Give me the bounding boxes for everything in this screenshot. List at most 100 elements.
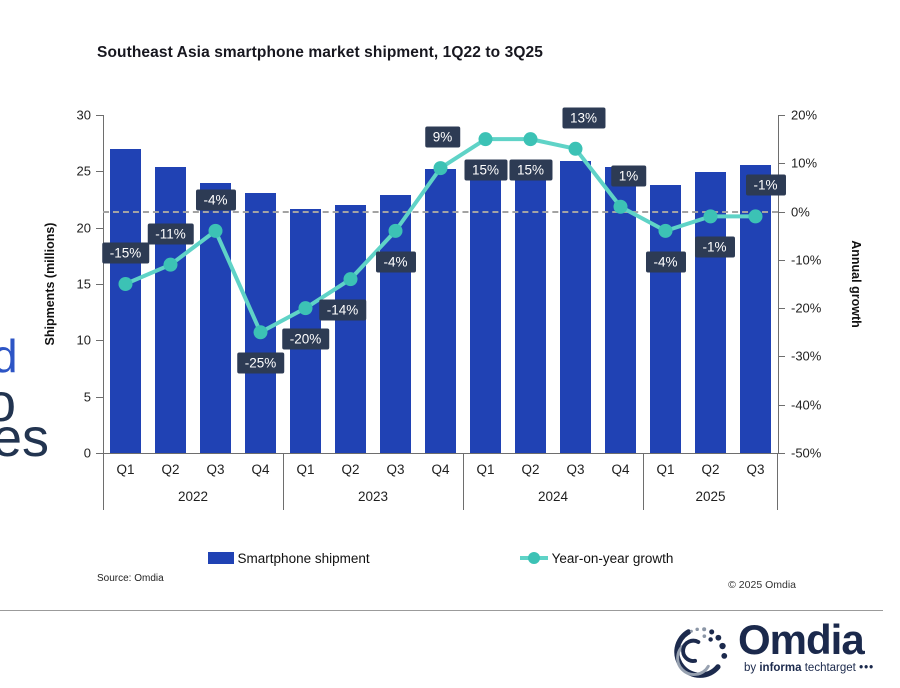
brand-tagline: by informa techtarget ••• <box>744 662 875 674</box>
right-axis-tick-mark <box>778 211 785 213</box>
left-axis-tick-label: 5 <box>83 389 91 405</box>
x-tick-2024-Q1: Q1 <box>476 462 495 477</box>
growth-label-2022-Q2: -11% <box>147 223 194 245</box>
growth-label-2024-Q1: 15% <box>463 159 508 181</box>
year-separator <box>103 453 104 510</box>
line-point-2024-Q2 <box>523 132 538 147</box>
left-axis-tick-mark <box>96 340 103 342</box>
right-axis-tick-label: -50% <box>791 445 822 461</box>
x-tick-2025-Q1: Q1 <box>656 462 675 477</box>
left-axis-tick-label: 10 <box>76 332 91 348</box>
legend-label: Year-on-year growth <box>551 550 674 566</box>
clipped-text-fragment: es <box>0 408 50 468</box>
legend-label: Smartphone shipment <box>237 550 370 566</box>
line-marker-icon <box>519 551 548 565</box>
year-separator <box>643 453 644 510</box>
left-axis-tick-mark <box>96 396 103 398</box>
year-label-2024: 2024 <box>537 489 569 504</box>
year-separator <box>283 453 284 510</box>
bar-2023-Q3 <box>380 194 411 453</box>
line-point-2024-Q3 <box>568 141 583 156</box>
omdia-logo-icon <box>674 627 728 678</box>
growth-label-2025-Q3: -1% <box>745 174 786 196</box>
chart-legend: Smartphone shipment Year-on-year growth <box>103 547 778 569</box>
growth-label-2022-Q4: -25% <box>236 352 285 374</box>
right-axis-tick-mark <box>778 356 785 358</box>
legend-item-growth: Year-on-year growth <box>519 550 674 566</box>
growth-label-2023-Q3: -4% <box>375 251 416 273</box>
left-axis-tick-mark <box>96 284 103 285</box>
growth-label-2024-Q3: 13% <box>561 107 606 129</box>
line-point-2025-Q1 <box>658 223 673 238</box>
x-axis-line <box>96 453 785 454</box>
bar-swatch-icon <box>207 552 234 564</box>
x-tick-2022-Q3: Q3 <box>206 462 225 477</box>
x-tick-2022-Q2: Q2 <box>161 462 180 477</box>
right-axis-tick-mark <box>778 404 785 406</box>
right-axis-tick-label: -40% <box>791 397 822 413</box>
brand-name: Omdia <box>738 616 865 663</box>
bar-2022-Q1 <box>110 148 141 453</box>
brand-block: Omdia by informa techtarget ••• <box>672 617 882 687</box>
bar-2024-Q3 <box>560 161 591 453</box>
bar-2022-Q4 <box>245 192 276 453</box>
left-axis-tick-mark <box>96 171 103 173</box>
right-axis-tick-mark <box>778 453 785 454</box>
right-axis-tick-mark <box>778 308 785 310</box>
right-axis-line <box>778 115 779 453</box>
left-axis-tick-label: 20 <box>76 220 91 236</box>
clipped-text-fragment: o <box>0 373 17 433</box>
line-point-2025-Q2 <box>703 209 718 224</box>
right-axis-title: Annual growth <box>849 240 863 328</box>
right-axis-tick-label: -10% <box>791 252 822 268</box>
right-axis-tick-label: 0% <box>791 204 810 220</box>
right-axis-tick-label: -30% <box>791 348 822 364</box>
x-tick-2025-Q3: Q3 <box>746 462 765 477</box>
left-axis-tick-mark <box>96 227 103 229</box>
line-point-2023-Q3 <box>388 223 403 238</box>
right-axis-tick-mark <box>778 163 785 165</box>
x-tick-2022-Q1: Q1 <box>116 462 135 477</box>
left-axis-tick-label: 30 <box>76 107 91 123</box>
left-axis-tick-mark <box>96 115 103 116</box>
source-note: Source: Omdia <box>97 573 164 584</box>
copyright-note: © 2025 Omdia <box>728 579 796 591</box>
left-axis-tick-label: 25 <box>76 163 91 179</box>
x-tick-2024-Q4: Q4 <box>611 462 630 477</box>
line-point-2025-Q3 <box>748 209 763 224</box>
right-axis-tick-label: 20% <box>791 107 818 123</box>
chart-title: Southeast Asia smartphone market shipmen… <box>97 44 543 61</box>
x-tick-2024-Q2: Q2 <box>521 462 540 477</box>
growth-label-2024-Q4: 1% <box>610 165 647 187</box>
growth-label-2025-Q2: -1% <box>694 236 735 258</box>
year-label-2023: 2023 <box>357 489 389 504</box>
x-tick-2023-Q1: Q1 <box>296 462 315 477</box>
right-axis-tick-label: 10% <box>791 155 818 171</box>
growth-label-2023-Q4: 9% <box>424 126 461 148</box>
line-point-2023-Q2 <box>343 272 358 287</box>
right-axis-tick-mark <box>778 259 785 261</box>
year-separator <box>777 453 778 510</box>
year-label-2025: 2025 <box>695 489 726 504</box>
x-tick-2025-Q2: Q2 <box>701 462 720 477</box>
line-point-2022-Q3 <box>208 223 223 238</box>
growth-label-2025-Q1: -4% <box>645 251 686 273</box>
x-tick-2023-Q3: Q3 <box>386 462 405 477</box>
left-axis-tick-label: 0 <box>83 445 91 461</box>
plot-area: 30 25 20 15 10 5 0 20% 10% 0% -10% -20% -30% -40% -50%… <box>77 107 821 510</box>
bar-2023-Q2 <box>335 205 366 453</box>
divider-line <box>0 610 883 611</box>
x-tick-2022-Q4: Q4 <box>251 462 270 477</box>
line-point-2024-Q1 <box>478 132 493 147</box>
year-label-2022: 2022 <box>177 489 209 504</box>
growth-label-2022-Q1: -15% <box>101 242 150 264</box>
x-tick-2024-Q3: Q3 <box>566 462 585 477</box>
growth-label-2023-Q2: -14% <box>318 299 367 321</box>
bar-2024-Q1 <box>470 171 501 453</box>
line-point-2023-Q4 <box>433 161 448 176</box>
growth-label-2024-Q2: 15% <box>508 159 553 181</box>
brand-dots: ••• <box>859 662 875 674</box>
right-axis-tick-label: -20% <box>791 300 822 316</box>
clipped-text-fragment: d <box>0 330 18 382</box>
